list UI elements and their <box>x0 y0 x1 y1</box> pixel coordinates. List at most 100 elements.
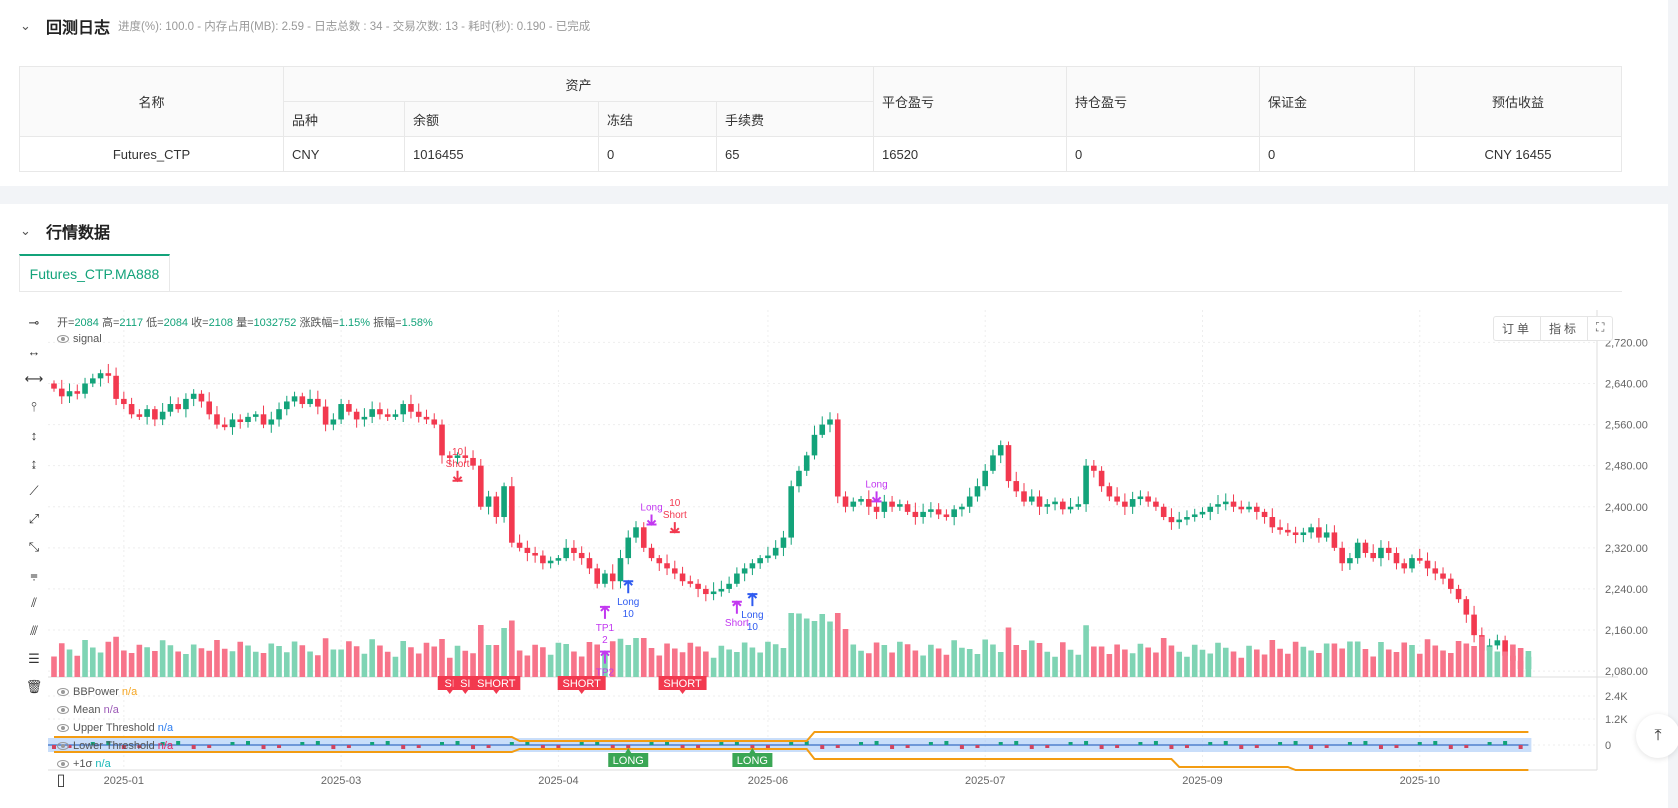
bbpower-bar <box>1084 741 1089 745</box>
tab-futures-ctp-ma888[interactable]: Futures_CTP.MA888 <box>19 254 170 292</box>
chevron-down-icon[interactable]: ⌄ <box>20 18 31 33</box>
volume-bar <box>1385 649 1392 677</box>
candle-body <box>951 509 957 518</box>
indicator-legend-item[interactable]: Lower Threshold n/a <box>57 740 173 752</box>
x-tick-label: 2025-03 <box>321 775 361 787</box>
arrow-down-icon <box>646 514 657 526</box>
eye-icon[interactable] <box>57 724 69 733</box>
chart-buttons: 订单 指标 ⛶ <box>1493 316 1614 341</box>
volume-bar <box>330 649 337 677</box>
signal-legend[interactable]: signal <box>57 333 102 345</box>
candle-body <box>330 419 337 425</box>
bbpower-bar <box>579 742 584 745</box>
candle-body <box>1184 517 1190 520</box>
arrow-down-icon <box>669 522 680 534</box>
bbpower-bar <box>1029 745 1034 749</box>
multi-channel-icon[interactable]: ⫻ <box>30 623 38 638</box>
indicator-legend-item[interactable]: +1σ n/a <box>57 758 111 770</box>
candle-body <box>1091 465 1097 471</box>
candle-body <box>190 393 197 399</box>
arrow-up-icon <box>623 579 634 594</box>
orders-button[interactable]: 订单 <box>1494 317 1542 340</box>
bbpower-bar <box>1293 741 1298 745</box>
assets-table: 名称 资产 平仓盈亏 持仓盈亏 保证金 预估收益 品种 余额 冻结 手续费 Fu… <box>19 66 1622 172</box>
indicators-button[interactable]: 指标 <box>1541 317 1589 340</box>
volume-bar <box>221 648 228 677</box>
trend-line-icon[interactable]: ⟋ <box>29 483 39 498</box>
volume-bar <box>1323 643 1330 677</box>
volume-bar <box>1347 641 1353 677</box>
indicator-legend-item[interactable]: Mean n/a <box>57 704 119 716</box>
market-data-header[interactable]: ⌄ 行情数据 <box>20 219 110 243</box>
candle-body <box>734 573 740 584</box>
candle-body <box>1036 496 1043 507</box>
extended-line-icon[interactable]: ⤡ <box>28 539 40 554</box>
fib-levels-icon[interactable]: ☰ <box>28 651 40 666</box>
bbpower-bar <box>207 745 212 748</box>
bbpower-bar <box>176 741 181 745</box>
candle-body <box>788 486 794 538</box>
eye-icon[interactable] <box>57 760 69 769</box>
trend-ray-icon[interactable]: ⤢ <box>28 511 40 526</box>
eye-icon[interactable] <box>57 706 69 715</box>
volume-bar <box>1207 653 1214 677</box>
chevron-down-icon[interactable]: ⌄ <box>20 223 31 238</box>
bbpower-bar <box>928 742 933 745</box>
indicator-tick-label: 1.2K <box>1605 714 1628 726</box>
candle-body <box>959 506 965 510</box>
vertical-segment-icon[interactable]: ↕ <box>30 427 38 443</box>
arrow-up-icon: ⤒ <box>1654 727 1662 744</box>
volume-bar <box>384 651 391 677</box>
segment-icon[interactable]: ⟷ <box>24 371 44 386</box>
bbpower-bar <box>1363 741 1368 745</box>
fullscreen-icon[interactable]: ⛶ <box>1596 320 1605 334</box>
price-tick-label: 2,240.00 <box>1605 584 1648 596</box>
calendar-icon[interactable]: ▯ <box>56 772 66 789</box>
open-value: 2084 <box>74 317 99 329</box>
col-balance: 余额 <box>404 101 599 137</box>
candle-body <box>1230 501 1237 507</box>
eye-icon[interactable] <box>57 688 69 697</box>
volume-bar <box>377 645 383 677</box>
vertical-line-icon[interactable]: ⫯ <box>31 399 37 414</box>
candle-body <box>842 496 849 507</box>
trash-icon[interactable]: 🗑 <box>25 679 43 694</box>
label-box <box>608 753 649 767</box>
eye-icon[interactable] <box>57 335 69 344</box>
bbpower-bar <box>874 741 879 745</box>
parallel-channel-icon[interactable]: ⫽ <box>31 595 37 610</box>
short-label: SI <box>453 676 478 694</box>
indicator-legend-item[interactable]: BBPower n/a <box>57 686 137 698</box>
candle-body <box>183 398 189 410</box>
volume-bar <box>58 643 65 677</box>
candle-body <box>1191 514 1198 518</box>
bbpower-bar <box>52 745 56 749</box>
candle-body <box>1129 499 1136 507</box>
volume-bar <box>834 613 841 677</box>
volume-bar <box>51 656 57 677</box>
candle-body <box>819 424 826 435</box>
candle-body <box>97 373 104 379</box>
candlestick-chart[interactable]: 2,720.00 2,640.00 2,560.00 2,480.00 2,400.00… <box>48 310 1678 800</box>
volume-bar <box>167 645 174 677</box>
eye-icon[interactable] <box>57 742 69 751</box>
horizontal-line-icon[interactable]: ⊸ <box>28 315 40 330</box>
indicator-legend-item[interactable]: Upper Threshold n/a <box>57 722 173 734</box>
volume-bar <box>1401 642 1408 677</box>
horizontal-ray-icon[interactable]: ↔ <box>27 343 41 359</box>
scroll-to-top-button[interactable]: ⤒ <box>1636 714 1678 758</box>
candle-body <box>322 406 329 425</box>
long-label: LONG <box>608 748 649 767</box>
cell-est-profit: CNY 16455 <box>1414 136 1622 172</box>
volume-bar <box>1230 651 1237 677</box>
volume-bar <box>1106 654 1113 677</box>
backtest-log-header[interactable]: ⌄ 回测日志 进度(%): 100.0 - 内存占用(MB): 2.59 - 日… <box>20 14 590 38</box>
volume-bar <box>1502 651 1508 677</box>
volume-bar <box>757 652 763 677</box>
ohlc-legend: 开=2084 高=2117 低=2084 收=2108 量=1032752 涨跌… <box>57 314 433 330</box>
chart-canvas[interactable]: 2,720.00 2,640.00 2,560.00 2,480.00 2,400.00… <box>48 310 1678 800</box>
price-line-icon[interactable]: ⩦ <box>30 567 38 582</box>
candle-body <box>284 401 290 410</box>
vertical-ray-icon[interactable]: ↨ <box>30 455 38 471</box>
